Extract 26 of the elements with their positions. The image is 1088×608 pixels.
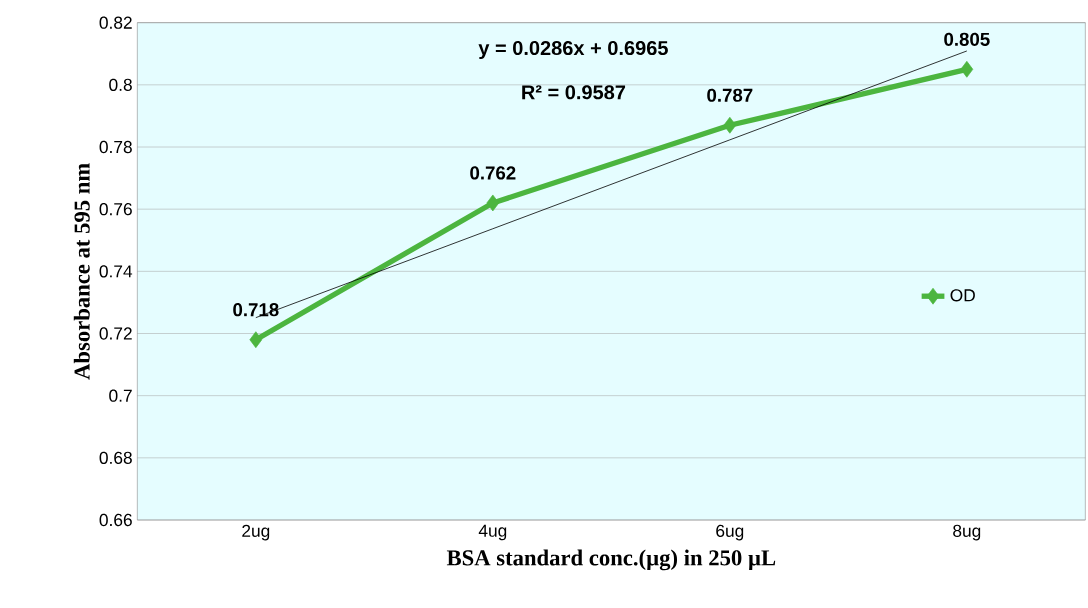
legend-label: OD: [950, 289, 975, 302]
annotation: y = 0.0286x + 0.6965: [478, 40, 668, 60]
data-label: 0.762: [470, 166, 516, 180]
y-tick-label: 0.68: [99, 451, 132, 464]
point: [249, 331, 263, 349]
x-tick-label: 2ug: [242, 524, 270, 541]
y-tick-label: 0.72: [99, 327, 132, 340]
annotation: R² = 0.9587: [522, 85, 626, 100]
data-label: 0.718: [233, 303, 279, 317]
point: [960, 60, 974, 78]
y-axis-title: Absorbance at 595 nm: [73, 163, 90, 380]
y-tick-label: 0.74: [99, 265, 133, 278]
y-tick-label: 0.76: [99, 203, 132, 216]
y-tick-label: 0.66: [99, 513, 132, 527]
x-tick-label: 6ug: [716, 524, 744, 541]
point: [486, 194, 500, 212]
y-tick-label: 0.82: [99, 16, 132, 29]
x-tick-label: 8ug: [953, 524, 981, 541]
y-tick-label: 0.78: [99, 140, 132, 154]
data-label: 0.805: [944, 32, 990, 46]
y-tick-label: 0.7: [109, 389, 132, 402]
x-axis-title: BSA standard conc.(µg) in 250 µL: [446, 549, 776, 571]
data-label: 0.787: [707, 88, 753, 102]
point: [723, 116, 737, 134]
y-tick-label: 0.8: [109, 78, 132, 91]
x-tick-label: 4ug: [478, 524, 507, 541]
